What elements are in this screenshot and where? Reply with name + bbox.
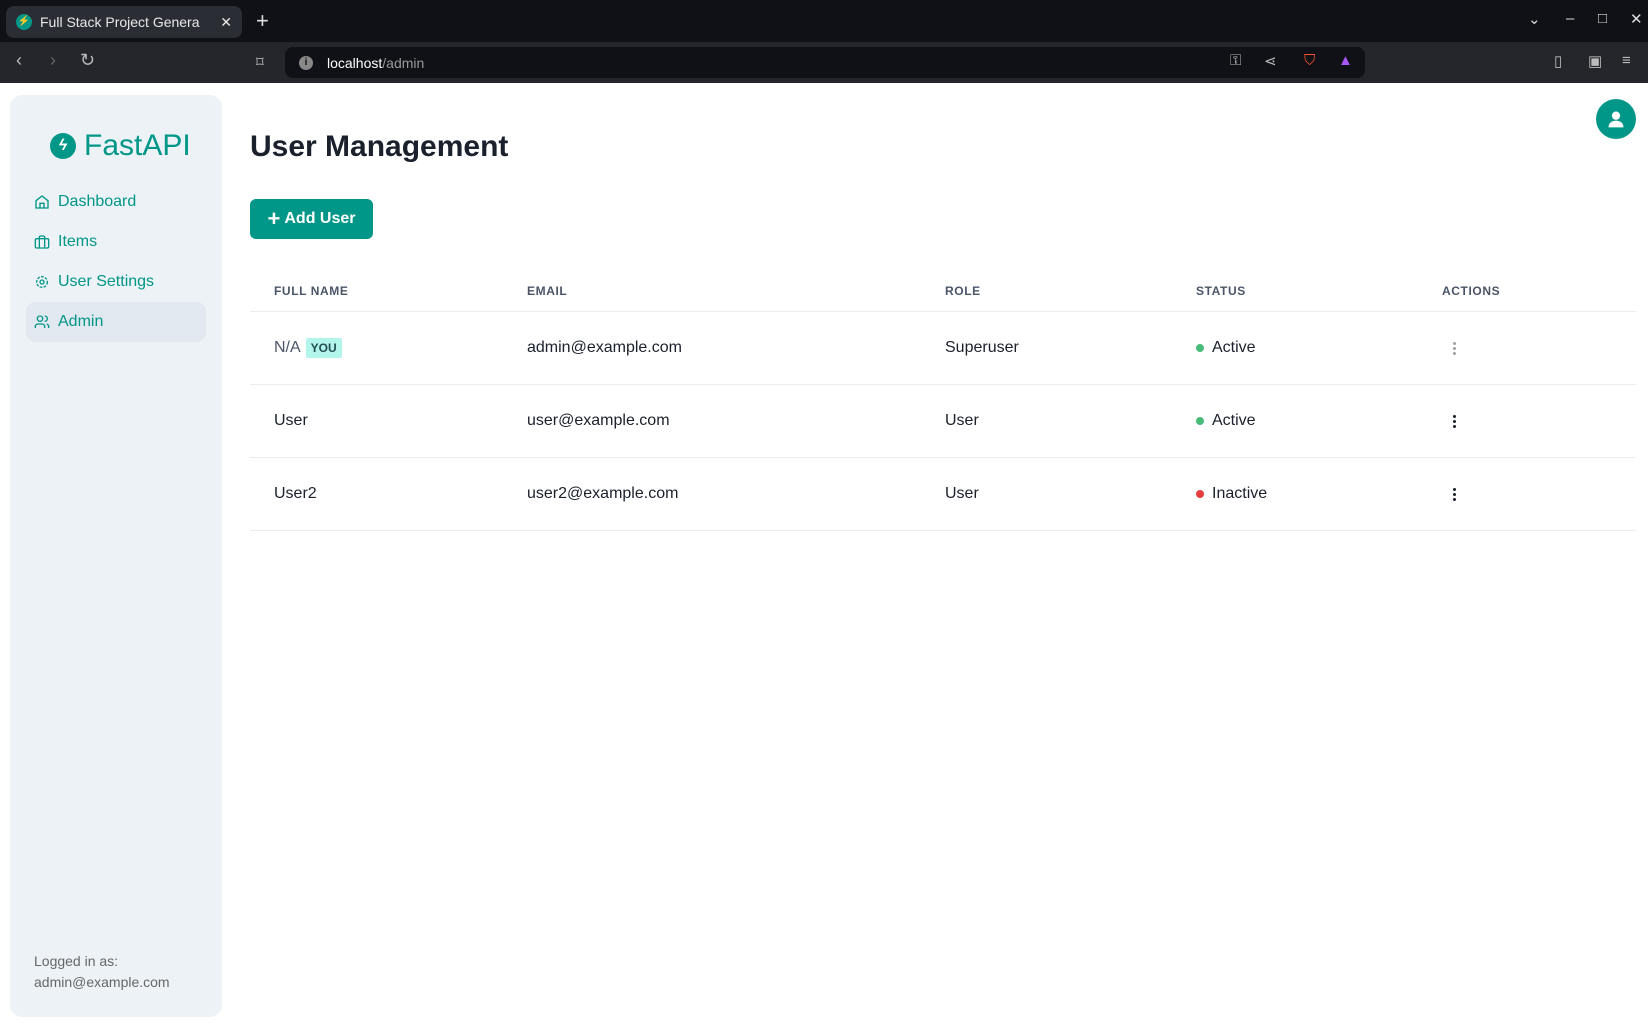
sidebar-item-label: Items xyxy=(58,233,98,250)
sidebar-item-label: Dashboard xyxy=(58,193,137,210)
fastapi-logo[interactable]: ϟ FastAPI xyxy=(50,129,191,163)
plus-icon: + xyxy=(267,206,281,231)
more-actions-icon[interactable] xyxy=(1442,341,1466,355)
column-header-status: STATUS xyxy=(1196,283,1246,298)
column-header-full-name: FULL NAME xyxy=(274,283,349,298)
more-actions-icon[interactable] xyxy=(1442,487,1466,501)
you-badge: YOU xyxy=(305,338,342,358)
site-info-icon[interactable]: i xyxy=(299,55,313,70)
table-row: User2 user2@example.com User Inactive xyxy=(250,458,1636,531)
add-user-button[interactable]: + Add User xyxy=(250,199,373,239)
sidebar-item-user-settings[interactable]: User Settings xyxy=(26,262,206,302)
fastapi-logo-icon: ϟ xyxy=(50,133,76,159)
new-tab-icon[interactable]: + xyxy=(256,8,269,33)
logged-in-email: admin@example.com xyxy=(34,974,170,990)
home-icon xyxy=(35,195,49,209)
briefcase-icon xyxy=(34,235,50,249)
sidebar-item-dashboard[interactable]: Dashboard xyxy=(26,182,206,222)
menu-icon[interactable]: ≡ xyxy=(1622,52,1631,69)
back-icon[interactable]: ‹ xyxy=(16,50,22,70)
bookmark-icon[interactable]: ⌑ xyxy=(256,54,264,71)
full-name: User xyxy=(274,412,308,429)
wallet-icon[interactable]: ▣ xyxy=(1588,53,1603,70)
role: User xyxy=(945,412,979,429)
brave-rewards-icon[interactable]: ▲ xyxy=(1338,52,1353,69)
url-host: localhost xyxy=(327,54,383,71)
close-window-icon[interactable]: ✕ xyxy=(1630,11,1643,28)
column-header-email: EMAIL xyxy=(527,283,568,298)
status-dot-icon xyxy=(1196,490,1204,498)
email: admin@example.com xyxy=(527,339,682,356)
browser-tab[interactable]: ⚡ Full Stack Project Genera ✕ xyxy=(6,6,242,38)
tab-list-chevron-icon[interactable]: ⌄ xyxy=(1528,11,1541,28)
add-user-label: Add User xyxy=(284,210,356,227)
column-header-actions: ACTIONS xyxy=(1442,283,1501,298)
fastapi-favicon-icon: ⚡ xyxy=(16,14,32,30)
users-table: FULL NAME EMAIL ROLE STATUS ACTIONS N/A Y… xyxy=(250,270,1636,531)
column-header-role: ROLE xyxy=(945,283,981,298)
table-header: FULL NAME EMAIL ROLE STATUS ACTIONS xyxy=(250,270,1636,312)
key-icon[interactable]: ⚿ xyxy=(1230,52,1242,69)
sidebar-item-label: User Settings xyxy=(58,273,155,290)
brave-shield-icon[interactable]: ⛉ xyxy=(1304,52,1316,69)
url-path: /admin xyxy=(382,54,425,71)
role: Superuser xyxy=(945,339,1019,356)
reload-icon[interactable]: ↻ xyxy=(80,50,96,70)
more-actions-icon[interactable] xyxy=(1442,414,1466,428)
full-name: User2 xyxy=(274,485,317,502)
browser-tab-bar: ⚡ Full Stack Project Genera ✕ + ⌄ – □ ✕ xyxy=(0,0,1648,42)
users-icon xyxy=(34,315,50,328)
sidebar-item-admin[interactable]: Admin xyxy=(26,302,206,342)
sidebar: ϟ FastAPI Dashboard Items User Settings A… xyxy=(10,95,222,1017)
share-icon[interactable]: ⋖ xyxy=(1264,53,1277,70)
gear-icon xyxy=(36,276,48,288)
page-title: User Management xyxy=(250,130,509,163)
forward-icon[interactable]: › xyxy=(50,50,56,70)
role: User xyxy=(945,485,979,502)
minimize-icon[interactable]: – xyxy=(1566,10,1575,27)
email: user2@example.com xyxy=(527,485,679,502)
address-bar[interactable]: i localhost/admin xyxy=(285,47,1365,78)
close-tab-icon[interactable]: ✕ xyxy=(220,13,232,30)
table-row: N/A YOU admin@example.com Superuser Activ… xyxy=(250,312,1636,385)
email: user@example.com xyxy=(527,412,670,429)
table-row: User user@example.com User Active xyxy=(250,385,1636,458)
status-dot-icon xyxy=(1196,417,1204,425)
full-name: N/A xyxy=(274,339,301,356)
maximize-icon[interactable]: □ xyxy=(1598,10,1608,27)
user-menu-avatar[interactable] xyxy=(1596,99,1636,139)
sidebar-toggle-icon[interactable]: ▯ xyxy=(1554,53,1563,70)
status-dot-icon xyxy=(1196,344,1204,352)
status-text: Active xyxy=(1212,412,1256,429)
tab-title: Full Stack Project Genera xyxy=(40,14,200,30)
status-text: Inactive xyxy=(1212,485,1268,502)
browser-toolbar: ‹ › ↻ ⌑ i localhost/admin ⚿ ⋖ ⛉ ▲ ▯ ▣ ≡ xyxy=(0,42,1648,83)
logged-in-label: Logged in as: xyxy=(34,953,119,969)
logo-text: FastAPI xyxy=(84,129,191,162)
sidebar-item-label: Admin xyxy=(58,313,104,330)
status-text: Active xyxy=(1212,339,1256,356)
logged-in-info: Logged in as: admin@example.com xyxy=(34,951,170,993)
user-icon xyxy=(1608,111,1624,128)
sidebar-item-items[interactable]: Items xyxy=(26,222,206,262)
